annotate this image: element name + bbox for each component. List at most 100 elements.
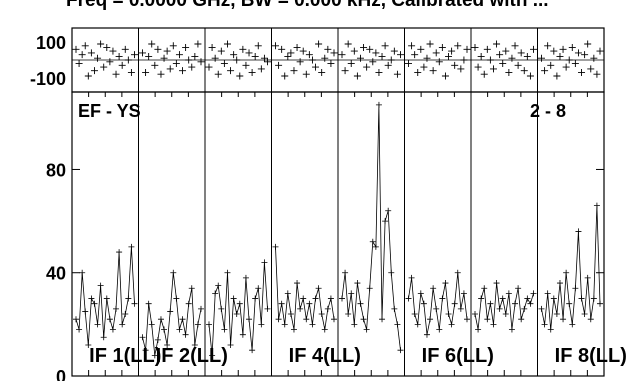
amplitude-point xyxy=(457,305,464,312)
amplitude-point xyxy=(569,321,576,328)
amplitude-point xyxy=(408,274,415,281)
phase-point xyxy=(581,51,589,59)
amplitude-point xyxy=(566,300,573,307)
amplitude-point xyxy=(521,305,528,312)
amplitude-point xyxy=(508,326,515,333)
phase-point xyxy=(272,42,279,50)
amplitude-point xyxy=(578,295,585,302)
phase-point xyxy=(315,40,323,48)
phase-point xyxy=(293,44,301,52)
amplitude-point xyxy=(194,321,201,328)
phase-point xyxy=(330,49,338,57)
amplitude-point xyxy=(151,352,158,359)
amplitude-point xyxy=(490,321,497,328)
phase-point xyxy=(405,60,412,68)
amplitude-point xyxy=(524,295,531,302)
amplitude-point xyxy=(242,274,249,281)
phase-point xyxy=(523,52,531,60)
amplitude-point xyxy=(385,207,392,214)
phase-point xyxy=(163,47,171,55)
phase-point xyxy=(121,45,129,53)
phase-point xyxy=(414,68,422,76)
phase-point xyxy=(118,61,126,69)
amplitude-point xyxy=(97,282,104,289)
amplitude-point xyxy=(176,326,183,333)
amplitude-tick-label: 40 xyxy=(46,264,66,284)
amplitude-point xyxy=(318,311,325,318)
amplitude-point xyxy=(224,269,231,276)
amplitude-point xyxy=(584,274,591,281)
phase-point xyxy=(194,40,202,48)
phase-point xyxy=(172,60,180,68)
phase-point xyxy=(471,44,479,52)
amplitude-point xyxy=(272,243,279,250)
amplitude-point xyxy=(550,295,557,302)
amplitude-point xyxy=(360,316,367,323)
amplitude-point xyxy=(544,290,551,297)
amplitude-point xyxy=(420,300,427,307)
amplitude-point xyxy=(363,326,370,333)
amplitude-point xyxy=(369,238,376,245)
phase-point xyxy=(574,49,582,57)
amplitude-point xyxy=(303,316,310,323)
phase-point xyxy=(587,65,595,73)
amplitude-point xyxy=(372,243,379,250)
amplitude-series-line xyxy=(208,262,268,356)
amplitude-point xyxy=(258,321,265,328)
amplitude-series-line xyxy=(408,272,468,335)
phase-point xyxy=(97,40,105,48)
phase-point xyxy=(496,51,504,59)
phase-point xyxy=(182,44,190,52)
phase-point xyxy=(211,54,219,62)
amplitude-point xyxy=(527,300,534,307)
amplitude-point xyxy=(297,305,304,312)
amplitude-point xyxy=(496,305,503,312)
phase-point xyxy=(321,54,329,62)
phase-point xyxy=(408,42,416,50)
amplitude-point xyxy=(125,295,132,302)
amplitude-point xyxy=(354,280,361,287)
amplitude-point xyxy=(451,300,458,307)
phase-point xyxy=(81,42,89,50)
phase-point xyxy=(369,58,377,66)
baseline-label: EF - YS xyxy=(78,101,141,121)
phase-point xyxy=(290,67,298,75)
amplitude-point xyxy=(572,285,579,292)
phase-point xyxy=(363,63,371,71)
phase-point xyxy=(454,42,462,50)
phase-point xyxy=(312,63,320,71)
amplitude-point xyxy=(109,326,116,333)
phase-point xyxy=(393,70,401,78)
amplitude-point xyxy=(239,331,246,338)
amplitude-point xyxy=(375,101,382,108)
amplitude-point xyxy=(512,300,519,307)
phase-point xyxy=(486,56,494,64)
phase-point xyxy=(596,47,604,55)
amplitude-point xyxy=(88,295,95,302)
phase-point xyxy=(124,56,132,64)
phase-point xyxy=(324,45,332,53)
phase-point xyxy=(75,60,83,68)
phase-point xyxy=(505,68,513,76)
amplitude-point xyxy=(411,311,418,318)
phase-point xyxy=(593,70,601,78)
subplot-label: IF 4(LL) xyxy=(289,345,361,367)
phase-point xyxy=(239,45,247,53)
phase-point xyxy=(227,67,235,75)
amplitude-point xyxy=(405,295,412,302)
phase-point xyxy=(154,45,162,53)
amplitude-point xyxy=(122,311,129,318)
amplitude-point xyxy=(261,259,268,266)
amplitude-point xyxy=(221,326,228,333)
phase-point xyxy=(112,70,120,78)
phase-point xyxy=(387,56,395,64)
amplitude-point xyxy=(366,285,373,292)
amplitude-point xyxy=(233,311,240,318)
amplitude-point xyxy=(252,295,259,302)
amplitude-series-line xyxy=(75,246,135,346)
phase-point xyxy=(115,52,123,60)
amplitude-point xyxy=(321,326,328,333)
phase-point xyxy=(157,70,165,78)
amplitude-point xyxy=(433,305,440,312)
amplitude-point xyxy=(382,218,389,225)
